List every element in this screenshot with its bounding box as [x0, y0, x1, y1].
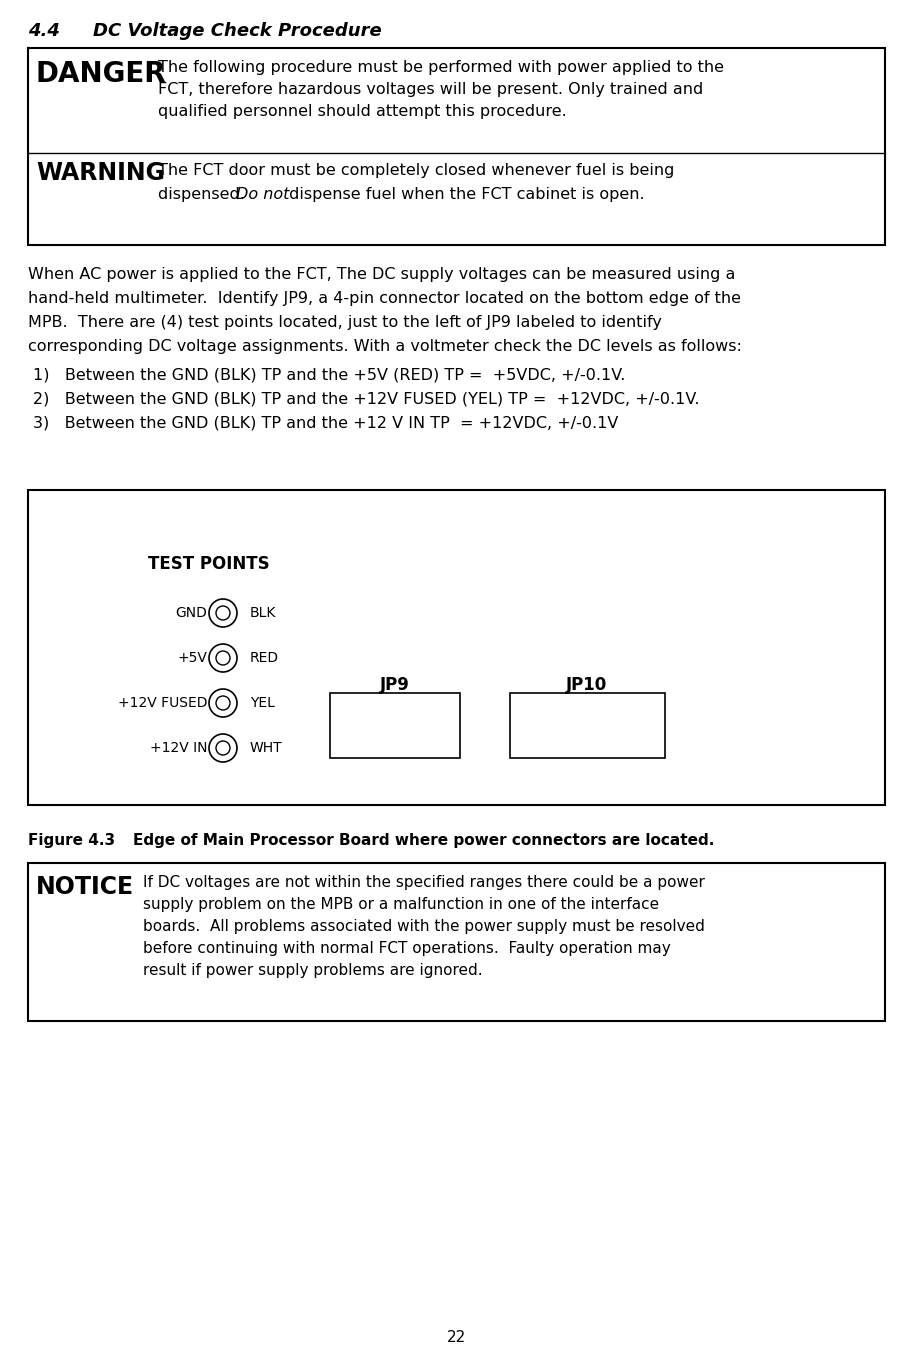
Bar	[28, 48, 885, 245]
Text: corresponding DC voltage assignments. With a voltmeter check the DC levels as fo: corresponding DC voltage assignments. Wi…	[28, 339, 742, 354]
Text: Do not: Do not	[236, 186, 289, 201]
Text: JP9: JP9	[380, 676, 410, 694]
Text: RED: RED	[250, 651, 279, 666]
Text: YEL: YEL	[250, 695, 275, 710]
Text: MPB.  There are (4) test points located, just to the left of JP9 labeled to iden: MPB. There are (4) test points located, …	[28, 314, 662, 329]
Bar	[28, 490, 885, 804]
Text: hand-held multimeter.  Identify JP9, a 4-pin connector located on the bottom edg: hand-held multimeter. Identify JP9, a 4-…	[28, 291, 741, 306]
Bar	[330, 693, 460, 758]
Text: 4.4: 4.4	[28, 22, 60, 39]
Text: DC Voltage Check Procedure: DC Voltage Check Procedure	[93, 22, 382, 39]
Text: Edge of Main Processor Board where power connectors are located.: Edge of Main Processor Board where power…	[133, 833, 714, 848]
Text: JP10: JP10	[566, 676, 608, 694]
Text: TEST POINTS: TEST POINTS	[148, 555, 269, 573]
Text: dispense fuel when the FCT cabinet is open.: dispense fuel when the FCT cabinet is op…	[284, 186, 645, 201]
Text: If DC voltages are not within the specified ranges there could be a power: If DC voltages are not within the specif…	[143, 875, 705, 890]
Bar	[510, 693, 665, 758]
Text: before continuing with normal FCT operations.  Faulty operation may: before continuing with normal FCT operat…	[143, 940, 671, 955]
Text: boards.  All problems associated with the power supply must be resolved: boards. All problems associated with the…	[143, 919, 705, 934]
Text: supply problem on the MPB or a malfunction in one of the interface: supply problem on the MPB or a malfuncti…	[143, 897, 659, 912]
Text: DANGER: DANGER	[36, 60, 167, 88]
Text: +12V IN: +12V IN	[150, 740, 207, 755]
Text: GND: GND	[175, 606, 207, 621]
Text: dispensed.: dispensed.	[158, 186, 255, 201]
Text: NOTICE: NOTICE	[36, 875, 134, 900]
Text: 3)   Between the GND (BLK) TP and the +12 V IN TP  = +12VDC, +/-0.1V: 3) Between the GND (BLK) TP and the +12 …	[33, 415, 618, 430]
Text: WHT: WHT	[250, 740, 283, 755]
Text: result if power supply problems are ignored.: result if power supply problems are igno…	[143, 964, 483, 979]
Text: Figure 4.3: Figure 4.3	[28, 833, 115, 848]
Text: +12V FUSED: +12V FUSED	[118, 695, 207, 710]
Text: FCT, therefore hazardous voltages will be present. Only trained and: FCT, therefore hazardous voltages will b…	[158, 82, 703, 97]
Bar	[28, 863, 885, 1021]
Text: 1)   Between the GND (BLK) TP and the +5V (RED) TP =  +5VDC, +/-0.1V.: 1) Between the GND (BLK) TP and the +5V …	[33, 367, 625, 382]
Text: BLK: BLK	[250, 606, 277, 621]
Text: +5V: +5V	[177, 651, 207, 666]
Text: When AC power is applied to the FCT, The DC supply voltages can be measured usin: When AC power is applied to the FCT, The…	[28, 267, 735, 282]
Text: The following procedure must be performed with power applied to the: The following procedure must be performe…	[158, 60, 724, 75]
Text: 22: 22	[446, 1330, 466, 1345]
Text: WARNING: WARNING	[36, 161, 165, 185]
Text: qualified personnel should attempt this procedure.: qualified personnel should attempt this …	[158, 103, 567, 118]
Text: 2)   Between the GND (BLK) TP and the +12V FUSED (YEL) TP =  +12VDC, +/-0.1V.: 2) Between the GND (BLK) TP and the +12V…	[33, 391, 699, 406]
Text: The FCT door must be completely closed whenever fuel is being: The FCT door must be completely closed w…	[158, 163, 675, 178]
